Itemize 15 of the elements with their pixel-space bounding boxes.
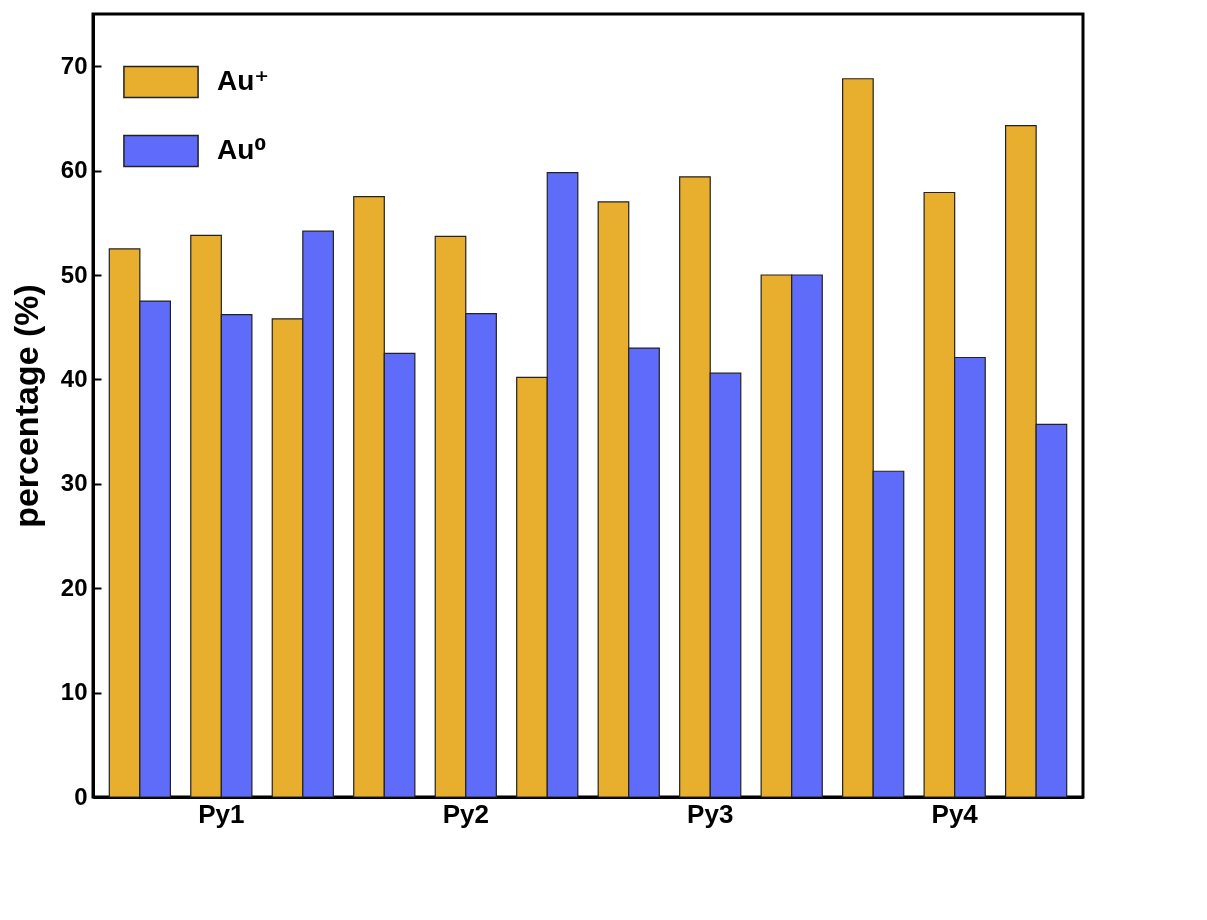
y-tick-label: 20	[60, 573, 88, 601]
y-tick-label: 60	[60, 156, 88, 184]
legend-label: Au⁰	[217, 134, 267, 165]
x-tick-label: Py2	[442, 798, 489, 829]
y-tick-label: 10	[60, 678, 88, 706]
legend-label: Au⁺	[217, 65, 270, 96]
y-tick-label: 50	[60, 260, 88, 288]
x-tick-label: Py4	[931, 798, 979, 829]
y-axis-title: percentage (%)	[6, 284, 45, 528]
x-tick-label: Py3	[687, 798, 734, 829]
y-tick-label: 40	[60, 364, 88, 392]
y-tick-label: 0	[74, 782, 88, 810]
x-tick-label: Py1	[198, 798, 245, 829]
y-tick-label: 70	[60, 51, 88, 79]
y-tick-label: 30	[60, 469, 88, 497]
